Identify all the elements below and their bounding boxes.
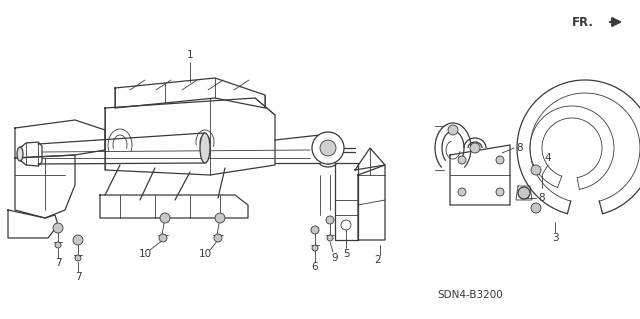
Circle shape [531,203,541,213]
Circle shape [341,220,351,230]
Circle shape [215,213,225,223]
Circle shape [470,143,480,153]
Circle shape [320,140,336,156]
Text: 2: 2 [374,255,381,265]
Circle shape [312,132,344,164]
Text: 3: 3 [552,233,558,243]
Circle shape [53,223,63,233]
Circle shape [448,125,458,135]
Text: 9: 9 [332,253,339,263]
Circle shape [496,188,504,196]
Ellipse shape [17,147,23,161]
Text: FR.: FR. [572,16,594,28]
Text: SDN4-B3200: SDN4-B3200 [437,290,503,300]
Circle shape [160,213,170,223]
Text: 8: 8 [539,193,545,203]
Text: 7: 7 [54,258,61,268]
Circle shape [458,156,466,164]
Text: 6: 6 [312,262,318,272]
Text: 4: 4 [545,153,551,163]
Circle shape [159,234,167,242]
Circle shape [75,255,81,261]
Circle shape [73,235,83,245]
Circle shape [458,188,466,196]
Text: 1: 1 [187,50,193,60]
Circle shape [327,235,333,241]
Circle shape [55,242,61,248]
Circle shape [531,165,541,175]
Ellipse shape [200,133,210,163]
Circle shape [326,216,334,224]
Text: 8: 8 [516,143,524,153]
Circle shape [312,245,318,251]
Circle shape [311,226,319,234]
Text: 7: 7 [75,272,81,282]
Circle shape [518,187,530,199]
Circle shape [496,156,504,164]
Text: 10: 10 [138,249,152,259]
Circle shape [214,234,222,242]
Text: 10: 10 [198,249,212,259]
Text: 5: 5 [342,249,349,259]
